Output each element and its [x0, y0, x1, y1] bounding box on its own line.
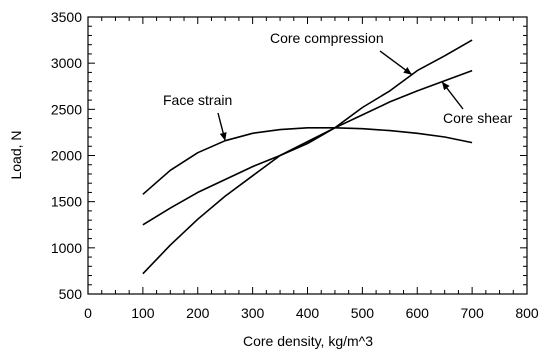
x-tick-label: 400: [296, 305, 320, 321]
series-line-face-strain: [142, 127, 473, 195]
y-tick-label: 1000: [51, 240, 82, 256]
x-tick-label: 200: [186, 305, 210, 321]
annotation-layer: Face strain Core compression Core shear: [163, 30, 513, 141]
x-tick-label: 0: [84, 305, 92, 321]
annotation-arrowhead-core-shear: [441, 81, 450, 91]
x-axis-title: Core density, kg/m^3: [243, 333, 373, 349]
y-tick-label: 3000: [51, 55, 82, 71]
plot-frame: [87, 16, 528, 295]
y-axis-title: Load, N: [8, 130, 24, 179]
annotation-face-strain: Face strain: [163, 92, 232, 108]
y-tick-label: 1500: [51, 194, 82, 210]
x-tick-label: 100: [131, 305, 155, 321]
series-line-core-compression: [142, 39, 473, 275]
y-tick-label: 500: [59, 286, 83, 302]
plot-area: [87, 16, 528, 295]
x-tick-label: 600: [406, 305, 430, 321]
series-line-core-shear: [142, 69, 473, 226]
annotation-core-shear: Core shear: [443, 110, 513, 126]
series-layer: [142, 39, 473, 275]
x-tick-label: 700: [460, 305, 484, 321]
x-tick-label: 800: [515, 305, 539, 321]
axes-layer: 0 100 200 300 400 500 600 700 800 500 1000 1500 2000…: [51, 9, 539, 321]
annotation-core-compression: Core compression: [270, 30, 384, 46]
annotation-arrowhead-core-compression: [403, 67, 412, 75]
x-tick-label: 500: [351, 305, 375, 321]
y-tick-label: 2500: [51, 101, 82, 117]
annotation-arrowhead-face-strain: [219, 132, 227, 141]
x-tick-label: 300: [241, 305, 265, 321]
y-tick-label: 2000: [51, 148, 82, 164]
y-tick-label: 3500: [51, 9, 82, 25]
